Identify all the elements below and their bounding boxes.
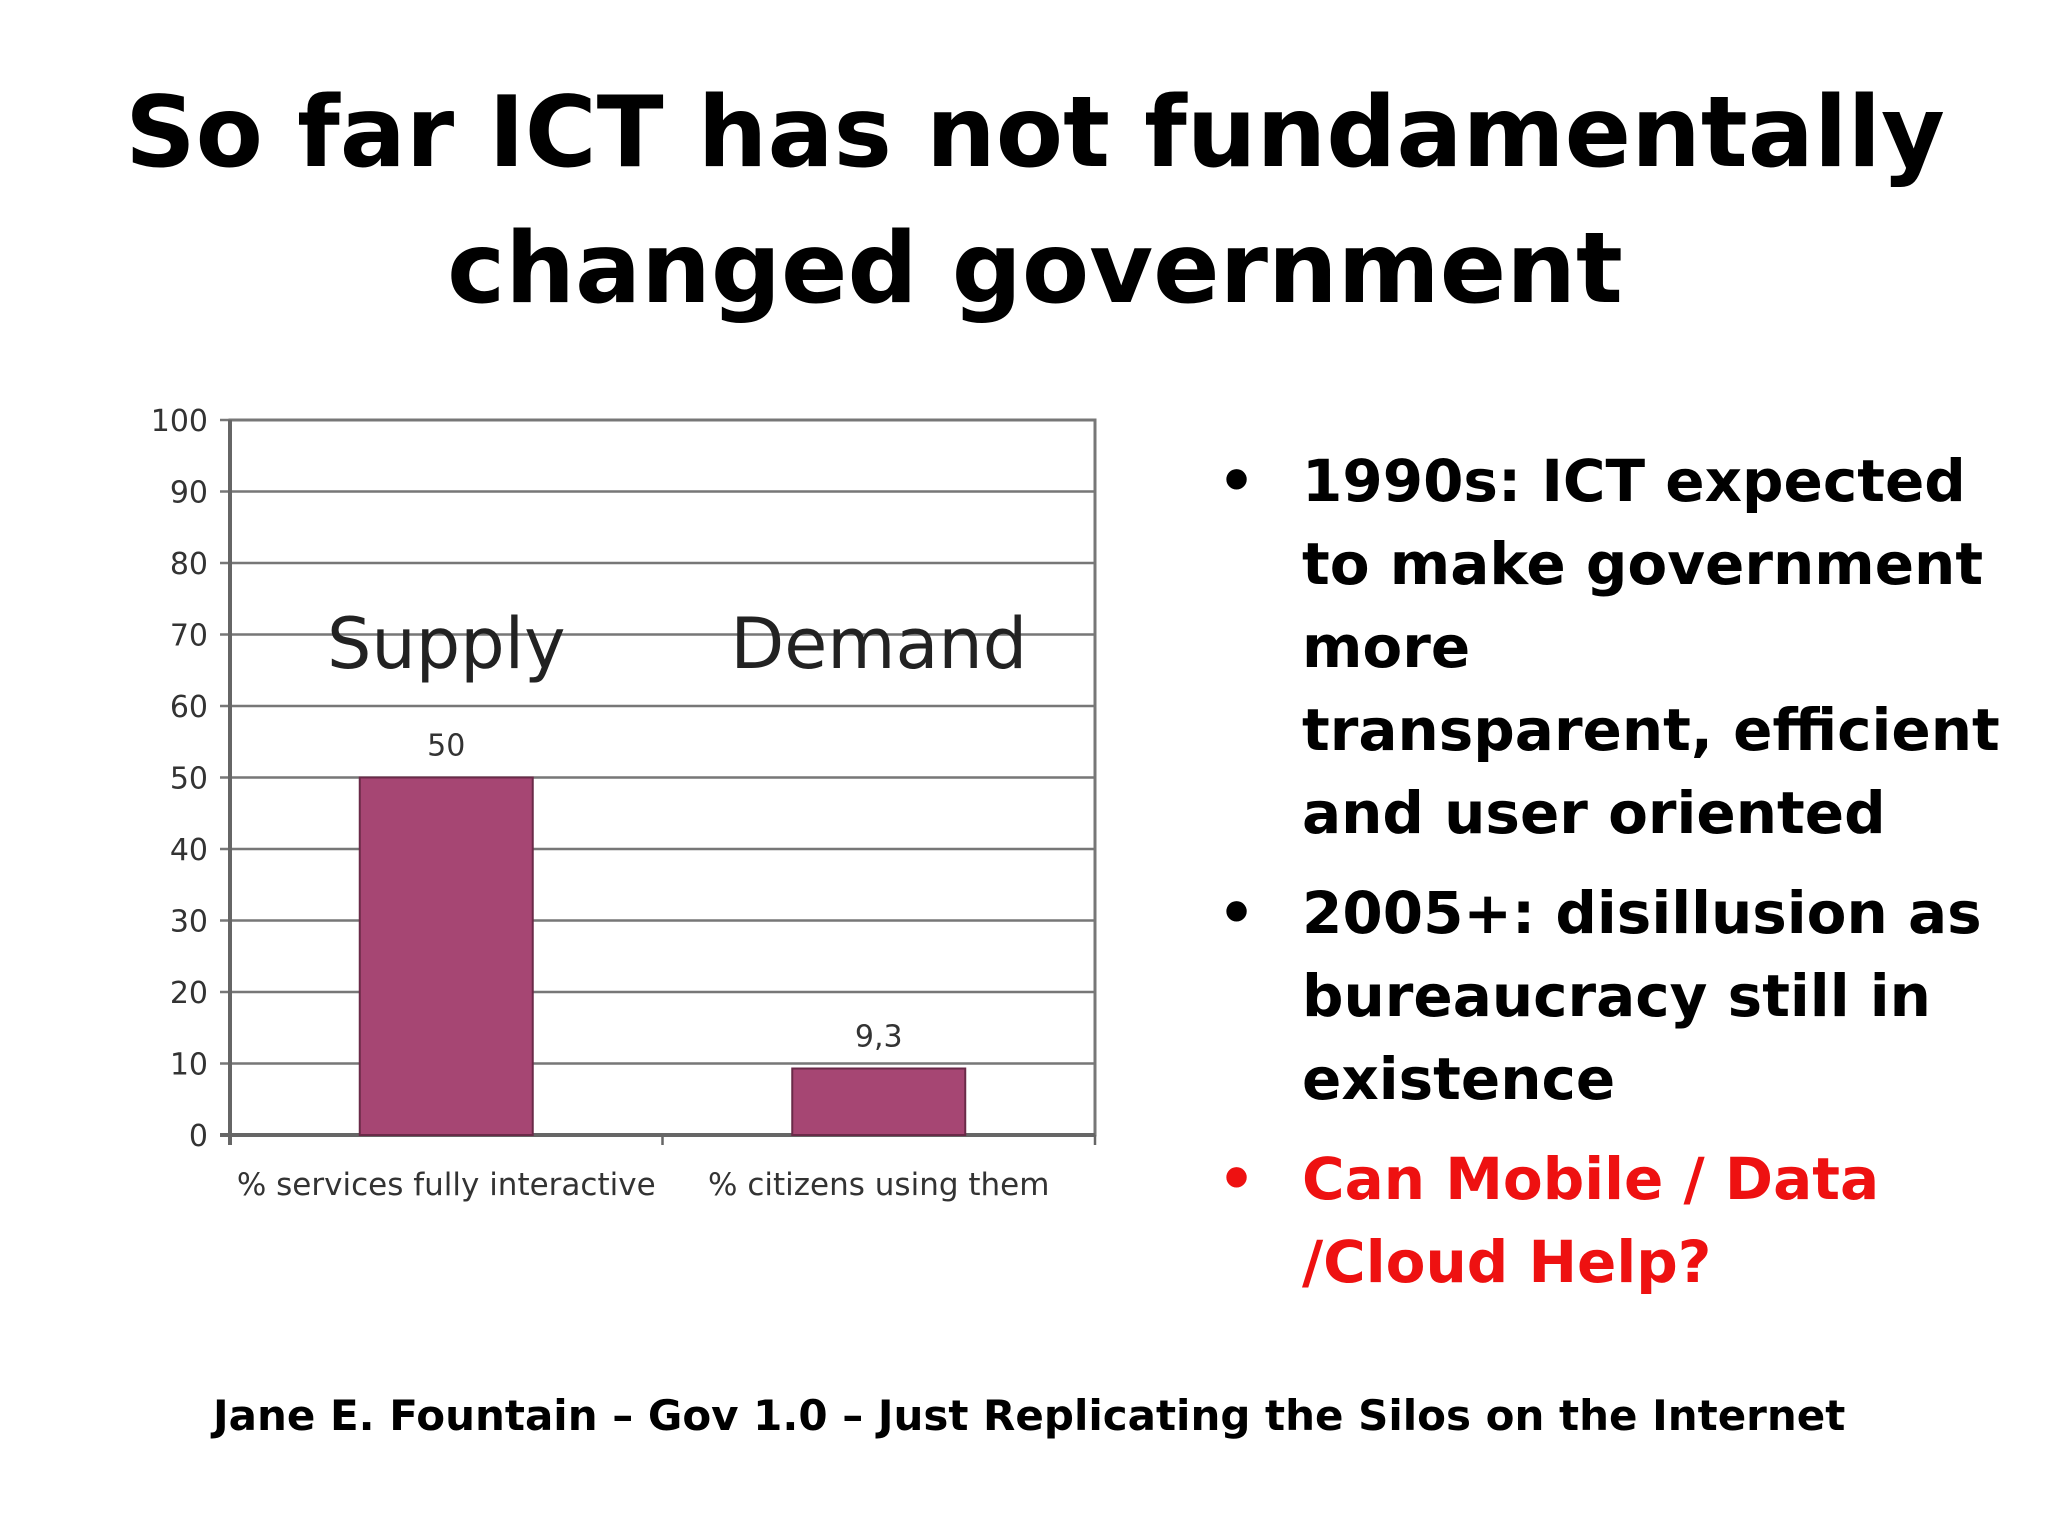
y-tick-label: 50 [170,762,208,797]
bullet-dot-icon: • [1218,447,1256,515]
annotation-label: Supply [327,603,566,685]
bullet-line: 1990s: ICT expected [1302,447,1966,515]
bullet-line: 2005+: disillusion as [1302,879,1982,947]
bullet-line: Can Mobile / Data [1302,1145,1880,1213]
bullet-line: transparent, efficient [1302,696,2000,764]
y-tick-label: 10 [170,1048,208,1083]
bar [791,1067,967,1137]
source-citation: Jane E. Fountain – Gov 1.0 – Just Replic… [213,1391,1846,1440]
category-label: % services fully interactive [237,1167,656,1203]
bar [358,776,534,1136]
y-tick-label: 20 [170,976,208,1011]
bullet-line: bureaucracy still in [1302,962,1931,1030]
bullet-line: existence [1302,1045,1616,1113]
bullet-line: and user oriented [1302,779,1886,847]
bullet-line: more [1302,613,1471,681]
data-label: 9,3 [855,1020,903,1055]
slide-title: So far ICT has not fundamentally changed… [120,65,1950,337]
y-tick-label: 40 [170,833,208,868]
bullet-dot-icon: • [1218,1145,1256,1213]
y-tick-label: 60 [170,690,208,725]
annotation-label: Demand [730,603,1027,685]
y-tick-label: 70 [170,619,208,654]
y-tick-label: 100 [151,404,208,439]
bullet-dot-icon: • [1218,879,1256,947]
title-line-2: changed government [447,212,1623,326]
bullet-line: /Cloud Help? [1302,1228,1712,1296]
bullet-line: to make government [1302,530,1984,598]
y-tick-label: 80 [170,547,208,582]
y-tick-label: 0 [189,1119,208,1154]
bullet-item: • Can Mobile / Data/Cloud Help? [1218,1138,2018,1304]
bullet-item: • 2005+: disillusion as bureaucracy still … [1218,872,2018,1121]
category-label: % citizens using them [708,1167,1049,1203]
bullet-item: • 1990s: ICT expected to make government mo… [1218,440,2018,855]
y-tick-label: 30 [170,905,208,940]
y-tick-label: 90 [170,476,208,511]
data-label: 50 [427,729,465,764]
bar-chart: 0 10 20 30 40 50 60 70 80 90 100 50 % services fully… [151,404,1097,1203]
title-line-1: So far ICT has not fundamentally [125,76,1945,190]
bullet-list: • 1990s: ICT expected to make government mo… [1218,440,2018,1321]
